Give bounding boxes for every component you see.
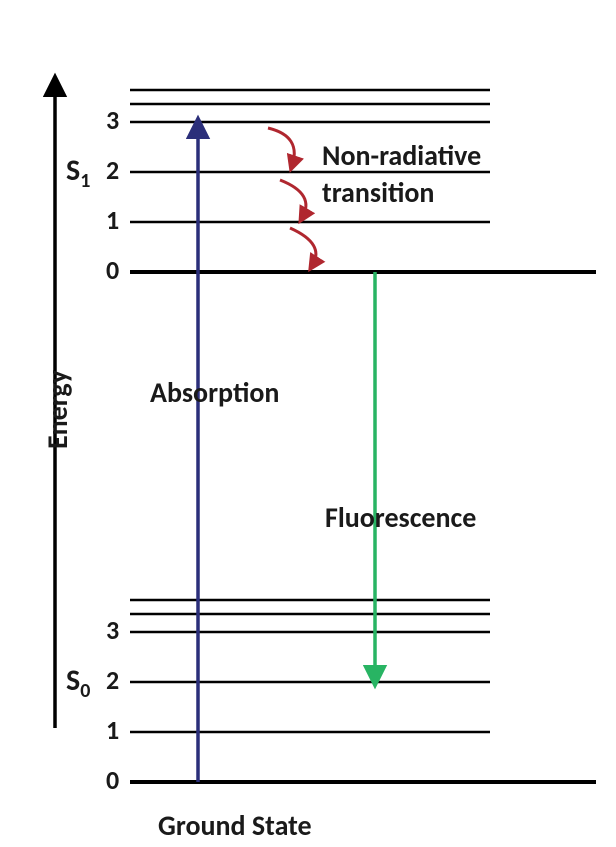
s0-level-num-3: 3: [106, 614, 119, 646]
s0-level-num-2: 2: [106, 664, 119, 696]
nonradiative-arrow-0: [268, 128, 294, 166]
s1-level-num-3: 3: [106, 104, 119, 136]
s1-level-num-1: 1: [106, 204, 119, 236]
nonradiative-label-2: transition: [322, 175, 434, 210]
s1-state-label: S1: [66, 152, 90, 193]
fluorescence-label: Fluorescence: [325, 500, 476, 535]
energy-axis-label: Energy: [40, 370, 75, 449]
ground-state-label: Ground State: [158, 808, 312, 843]
s0-state-label: S0: [66, 662, 90, 703]
absorption-label: Absorption: [150, 375, 279, 410]
s1-level-num-0: 0: [106, 254, 119, 286]
nonradiative-arrow-1: [280, 180, 306, 218]
s0-level-num-0: 0: [106, 764, 119, 796]
s0-levels: [130, 600, 596, 782]
nonradiative-label-1: Non-radiative: [322, 138, 481, 173]
s1-level-num-2: 2: [106, 154, 119, 186]
jablonski-diagram: [0, 0, 616, 847]
s0-level-num-1: 1: [106, 714, 119, 746]
nonradiative-arrow-2: [290, 228, 316, 266]
